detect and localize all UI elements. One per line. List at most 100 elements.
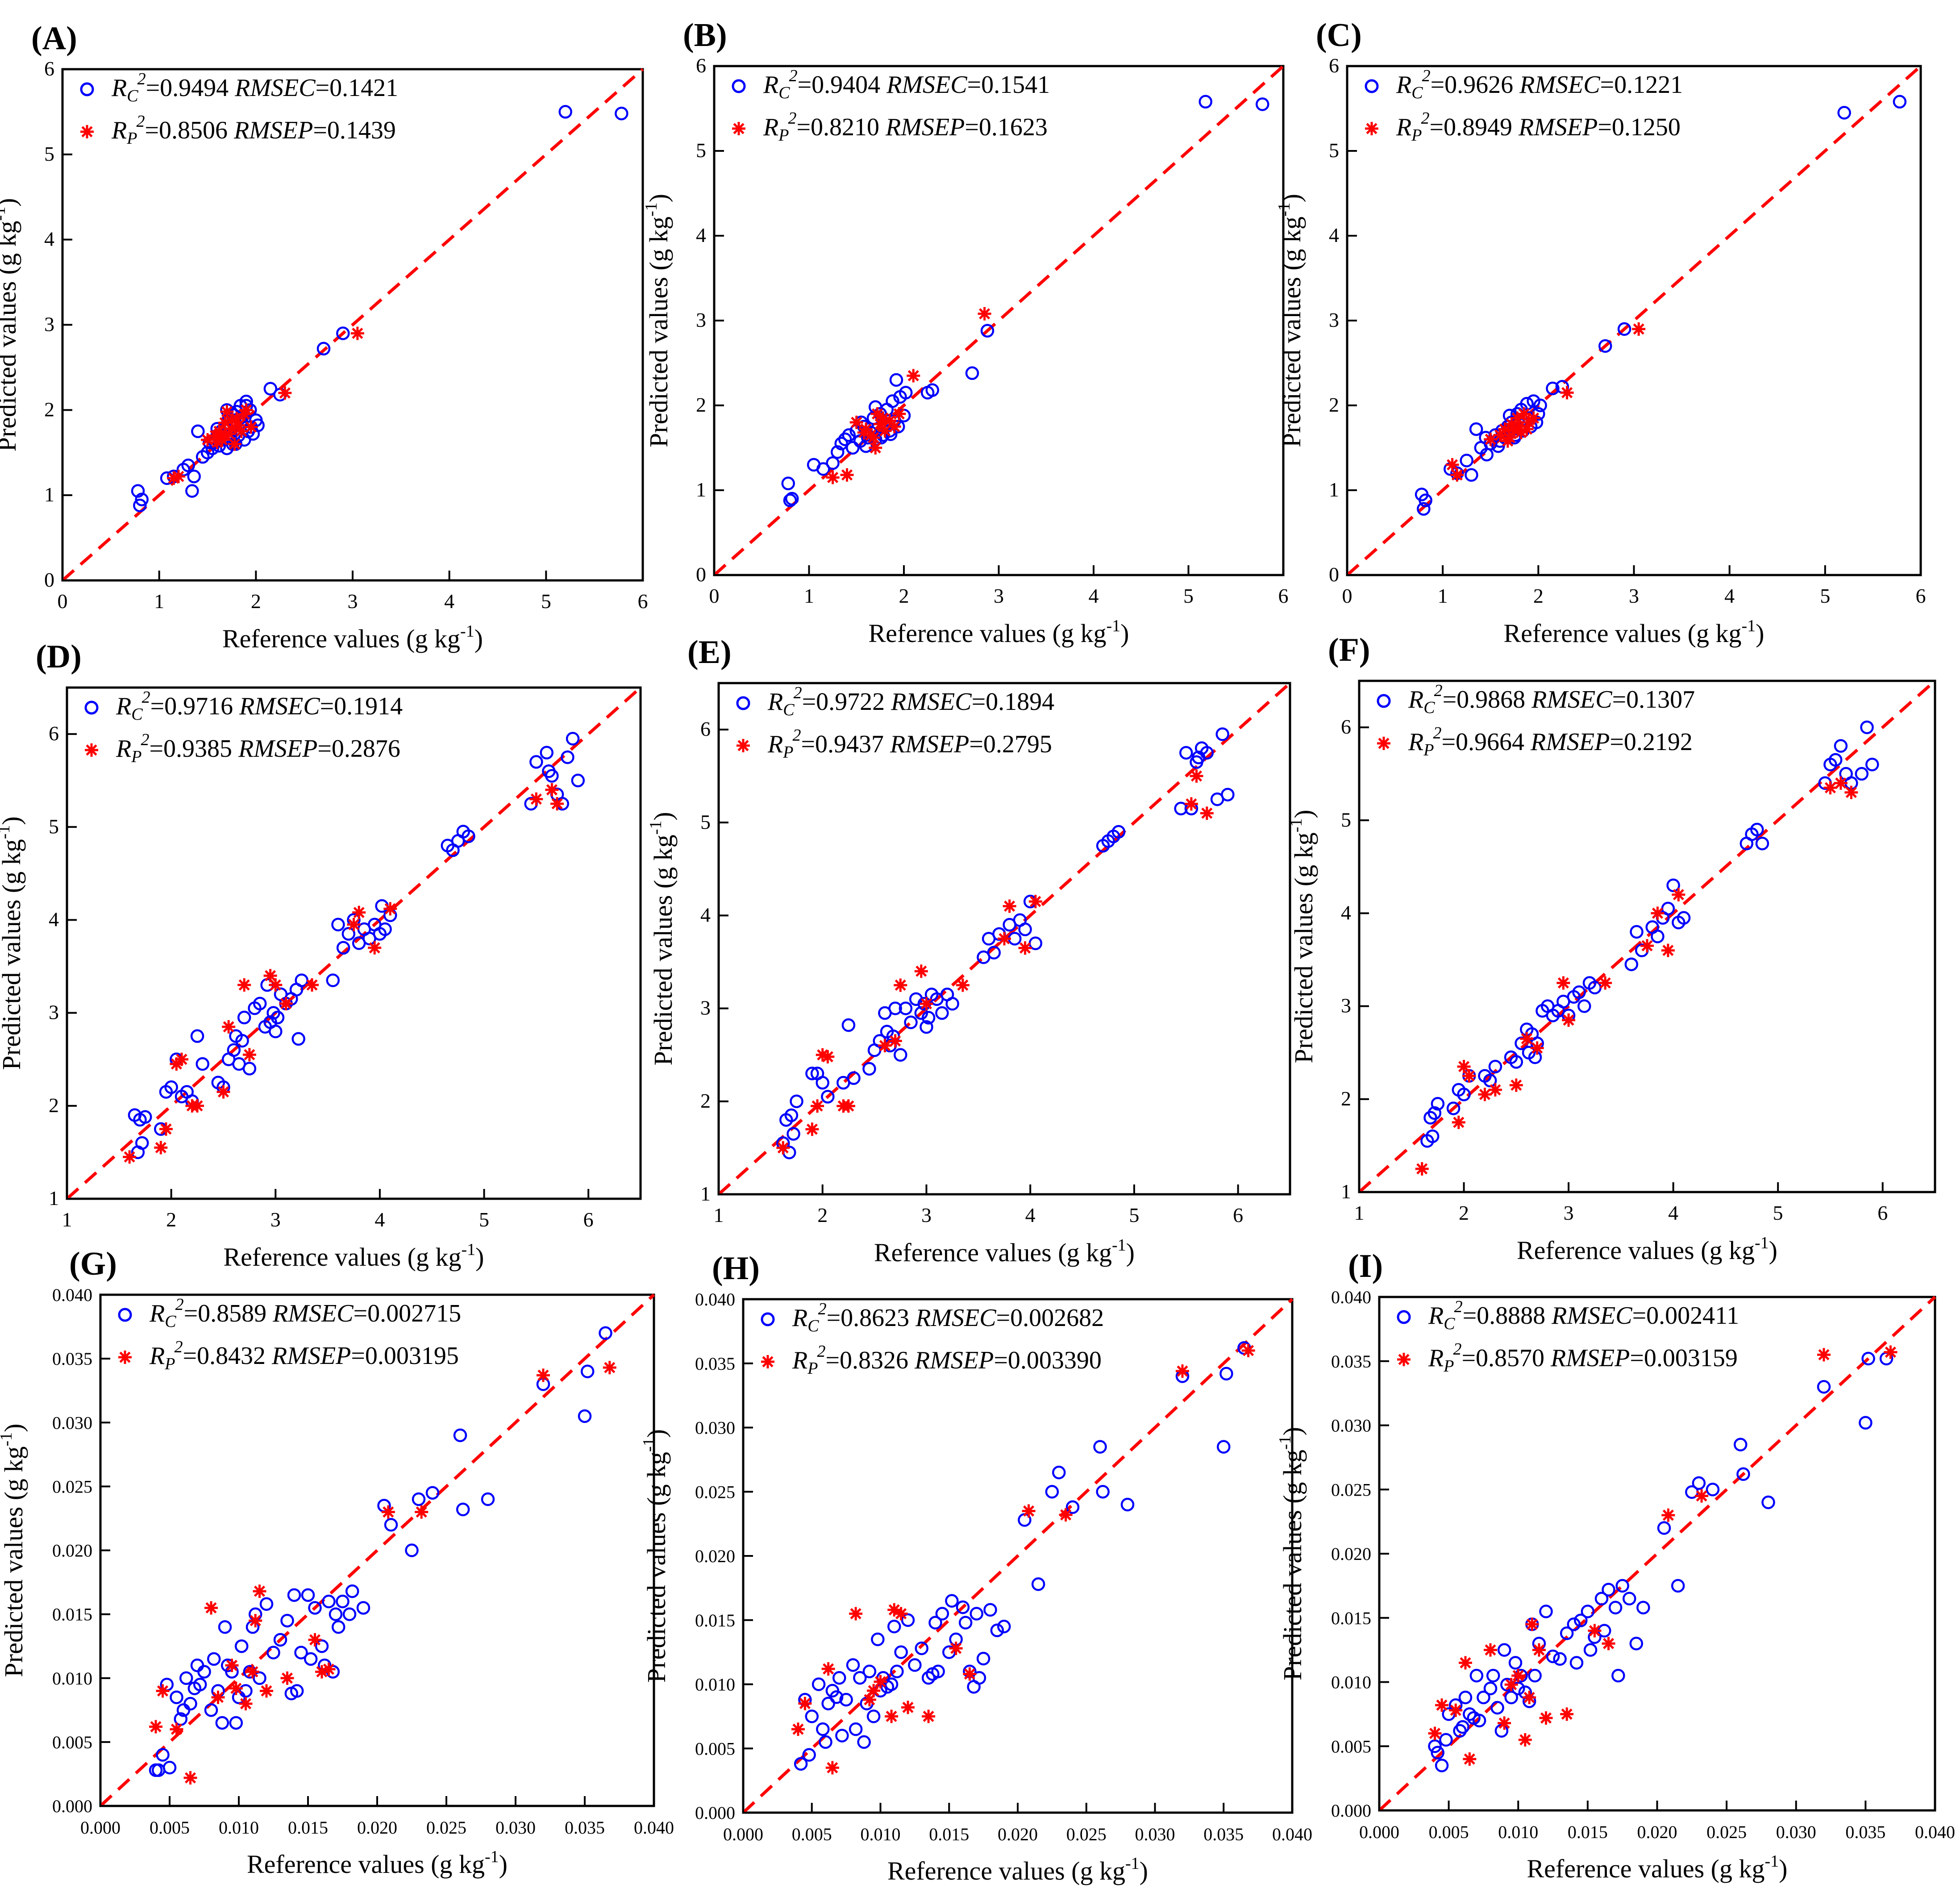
calibration-point [956, 1600, 970, 1614]
calibration-point [566, 732, 580, 746]
calibration-point [866, 1710, 881, 1723]
y-tick-label: 6 [44, 57, 54, 80]
calibration-point [1859, 1416, 1873, 1430]
calibration-point [1497, 1643, 1511, 1657]
prediction-point [857, 425, 871, 439]
prediction-point [963, 1667, 977, 1681]
prediction-point [1560, 386, 1574, 400]
calibration-point [304, 1652, 318, 1666]
calibration-point [234, 1639, 249, 1653]
legend-prediction-text: RP2=0.9664 RMSEP=0.2192 [1408, 724, 1693, 759]
prediction-point [887, 1603, 901, 1617]
prediction-point [1823, 781, 1837, 795]
legend-prediction-marker [1365, 122, 1378, 135]
prediction-point [1463, 1752, 1477, 1766]
prediction-point [867, 431, 880, 445]
legend-calibration-marker [1397, 1310, 1411, 1324]
legend-prediction-text: RP2=0.8570 RMSEP=0.003159 [1428, 1340, 1738, 1376]
calibration-point [405, 1543, 419, 1557]
prediction-point [249, 1614, 262, 1627]
calibration-point [331, 1620, 345, 1634]
y-axis-label: Predicted values (g kg-1) [1276, 1427, 1307, 1680]
x-tick-label: 4 [375, 1208, 385, 1231]
calibration-point [908, 1658, 922, 1672]
calibration-point [378, 922, 392, 936]
calibration-point [921, 1671, 936, 1685]
calibration-point [342, 1607, 357, 1621]
calibration-point [945, 1594, 959, 1608]
x-tick-label: 6 [1233, 1204, 1243, 1226]
prediction-point [920, 997, 933, 1011]
prediction-point [159, 1122, 173, 1136]
y-tick-label: 0.010 [52, 1668, 92, 1689]
calibration-point [1666, 878, 1680, 892]
calibration-point [990, 1623, 1004, 1637]
calibration-point [967, 1680, 981, 1694]
prediction-point [1478, 1088, 1492, 1101]
x-tick-label: 0.035 [565, 1818, 605, 1838]
calibration-point [1483, 1073, 1497, 1088]
x-tick-label: 2 [817, 1204, 828, 1226]
y-tick-label: 4 [44, 228, 54, 250]
calibration-point [266, 1646, 280, 1660]
legend-calibration-marker [761, 1312, 775, 1326]
calibration-point [935, 1607, 949, 1621]
calibration-point [273, 1633, 287, 1647]
calibration-point [1611, 1668, 1625, 1683]
prediction-point [170, 1057, 183, 1071]
panel-label: (E) [687, 634, 732, 671]
calibration-point [887, 1619, 901, 1634]
prediction-point [1018, 941, 1032, 955]
prediction-point [222, 427, 236, 441]
reference-line [1346, 65, 1922, 576]
calibration-point [970, 1607, 983, 1621]
prediction-point [1022, 1504, 1036, 1518]
calibration-point [1120, 1497, 1135, 1512]
calibration-point [1629, 1637, 1644, 1651]
calibration-point [1860, 720, 1874, 734]
calibration-point [1465, 468, 1478, 482]
calibration-point [235, 1034, 249, 1048]
x-tick-label: 0.020 [357, 1818, 397, 1838]
prediction-point [1539, 1711, 1553, 1725]
y-tick-label: 3 [1341, 994, 1351, 1017]
x-tick-label: 4 [1668, 1201, 1678, 1224]
x-tick-label: 6 [638, 590, 648, 613]
x-tick-label: 0.000 [1359, 1822, 1399, 1842]
calibration-point [1594, 1592, 1609, 1605]
calibration-point [997, 1619, 1011, 1634]
y-tick-label: 0.035 [52, 1349, 92, 1369]
x-tick-label: 6 [1877, 1201, 1888, 1224]
y-tick-label: 0.025 [695, 1482, 735, 1502]
calibration-point [1431, 1097, 1445, 1111]
calibration-point [164, 1080, 178, 1094]
y-tick-label: 1 [49, 1187, 59, 1209]
calibration-point [1553, 1652, 1567, 1666]
calibration-point [331, 917, 345, 932]
y-tick-label: 0 [696, 563, 706, 586]
calibration-point [301, 1588, 315, 1602]
calibration-point [805, 1067, 819, 1080]
calibration-point [899, 1001, 913, 1015]
x-tick-label: 6 [583, 1208, 594, 1231]
prediction-point [1190, 769, 1203, 783]
calibration-point [138, 1110, 152, 1124]
calibration-point [615, 106, 628, 121]
prediction-point [901, 1701, 915, 1714]
y-tick-label: 4 [1329, 224, 1339, 246]
calibration-point [259, 1597, 274, 1611]
legend-prediction-marker [118, 1351, 132, 1364]
legend-prediction-marker [737, 739, 750, 752]
prediction-point [826, 471, 840, 484]
prediction-point [811, 1099, 824, 1113]
prediction-point [1518, 1733, 1532, 1747]
plot-frame [1358, 680, 1936, 1193]
calibration-point [1615, 1579, 1629, 1593]
y-tick-label: 5 [700, 810, 711, 833]
x-tick-label: 1 [1354, 1201, 1365, 1224]
prediction-point [368, 941, 382, 955]
calibration-point [831, 445, 845, 459]
y-axis-label: Predicted values (g kg-1) [640, 1429, 671, 1683]
x-axis-label: Reference values (g kg-1) [247, 1847, 508, 1879]
calibration-point [928, 1616, 942, 1630]
